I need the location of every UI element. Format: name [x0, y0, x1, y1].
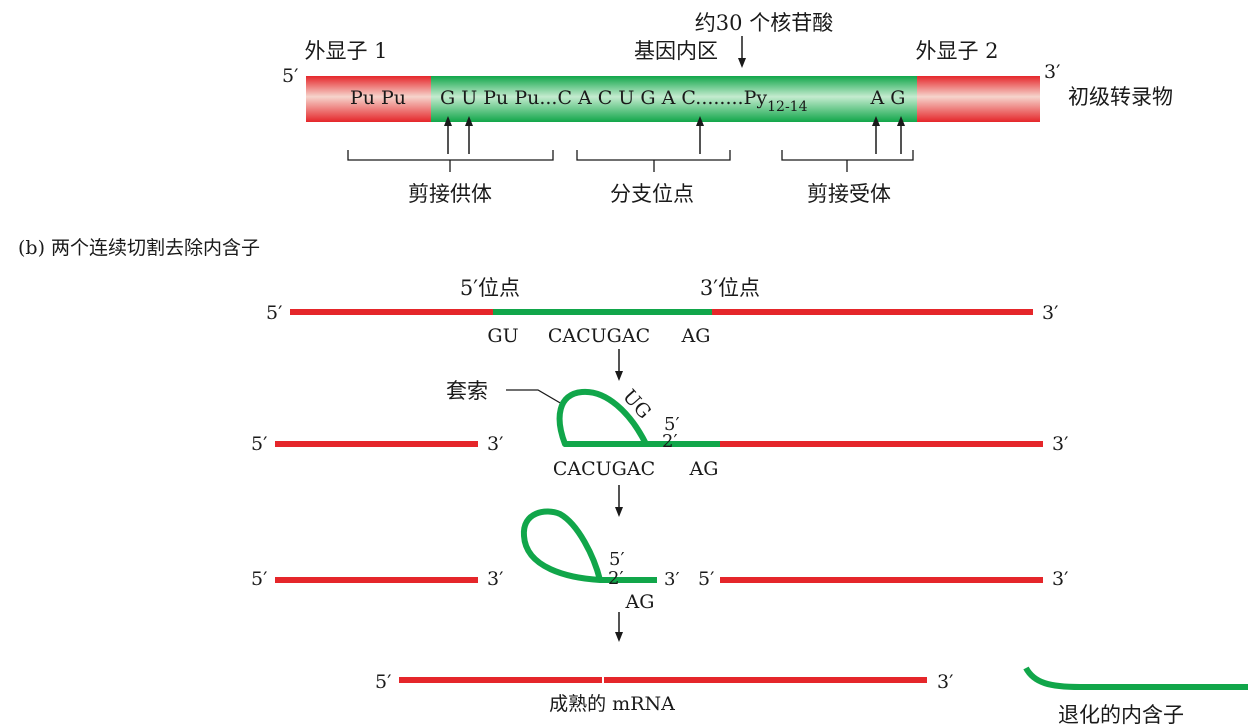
degraded-intron-strand	[1023, 666, 1248, 690]
step-arrow-3	[615, 612, 623, 642]
step2-lariat-two-prime: 2′	[662, 431, 678, 452]
step1-pre-mrna: 5′ 3′ 5′位点 3′位点 GU CACUGAC AG	[266, 276, 1058, 347]
step2-three-prime-left: 3′	[487, 433, 503, 455]
exon1-label: 外显子 1	[304, 39, 387, 63]
step1-gu: GU	[487, 325, 518, 347]
step3-lariat-loop	[520, 508, 603, 583]
step1-ag: AG	[681, 325, 711, 347]
step2-lariat-formation: 套索 5′ 3′ 3′ UG 5′ 2′ CACUGAC AG	[251, 379, 1068, 480]
step4-three-prime: 3′	[937, 671, 953, 693]
step3-three-prime-left: 3′	[487, 568, 503, 590]
step3-lariat-three-prime: 3′	[664, 569, 680, 590]
exon2-label: 外显子 2	[915, 39, 998, 63]
intron-sequence-subscript: 12-14	[767, 99, 807, 115]
step3-ag: AG	[625, 591, 655, 613]
degraded-intron-label: 退化的内含子	[1058, 703, 1184, 726]
step-arrow-2	[615, 485, 623, 517]
step3-lariat-two-prime: 2′	[608, 568, 624, 589]
lariat-label: 套索	[446, 379, 488, 403]
step2-cacugac: CACUGAC	[553, 458, 655, 480]
step1-three-prime: 3′	[1042, 302, 1058, 324]
intron-sequence: G U Pu Pu...C A C U G A C........Py12-14	[440, 87, 808, 115]
exon1-sequence: Pu Pu	[350, 87, 406, 109]
step3-cleavage: 5′ 3′ 5′ 2′ 3′ AG 5′ 3′	[251, 508, 1068, 613]
region-brackets	[347, 150, 914, 172]
five-prime-site-label: 5′位点	[460, 276, 520, 300]
step2-ag: AG	[689, 458, 719, 480]
top-arrow-head	[738, 58, 746, 68]
step3-five-prime-right: 5′	[698, 568, 714, 590]
exon1-bar	[306, 76, 431, 122]
site-arrows	[444, 116, 905, 154]
exon2-bar	[917, 76, 1040, 122]
step3-five-prime-left: 5′	[251, 568, 267, 590]
donor-label: 剪接供体	[408, 182, 492, 206]
three-prime-site-label: 3′位点	[700, 276, 760, 300]
intron-sequence-main: G U Pu Pu...C A C U G A C........Py	[440, 87, 767, 109]
step3-lariat-five-prime: 5′	[609, 549, 625, 570]
step4-five-prime: 5′	[375, 671, 391, 693]
mature-mrna-label: 成熟的 mRNA	[549, 693, 675, 715]
step1-cacugac: CACUGAC	[548, 325, 650, 347]
branch-site-label: 分支位点	[610, 182, 694, 206]
five-prime-end-label: 5′	[282, 65, 298, 87]
step2-three-prime-right: 3′	[1052, 433, 1068, 455]
step1-five-prime: 5′	[266, 302, 282, 324]
three-prime-end-label: 3′	[1044, 61, 1060, 83]
step-arrow-1	[615, 349, 623, 381]
part-a-primary-transcript: 约30 个核苷酸 外显子 1 基因内区 外显子 2 5′ 3′ 初级转录物 Pu…	[282, 11, 1173, 206]
step2-five-prime-left: 5′	[251, 433, 267, 455]
step2-ug-label: UG	[618, 385, 655, 423]
acceptor-label: 剪接受体	[807, 182, 891, 206]
intron-label: 基因内区	[634, 39, 718, 63]
intron-bar	[431, 76, 917, 122]
lariat-pointer-line	[506, 389, 563, 405]
step2-lariat-loop	[556, 388, 649, 447]
part-b-title: (b) 两个连续切割去除内含子	[18, 237, 260, 259]
nucleotide-distance-label: 约30 个核苷酸	[695, 11, 833, 35]
transcript-label: 初级转录物	[1068, 85, 1173, 109]
step4-mature-mrna: 5′ 3′ 成熟的 mRNA 退化的内含子	[375, 666, 1248, 726]
intron-sequence-end: A G	[870, 87, 906, 109]
step2-lariat-five-prime: 5′	[664, 414, 680, 435]
step3-three-prime-right: 3′	[1052, 568, 1068, 590]
